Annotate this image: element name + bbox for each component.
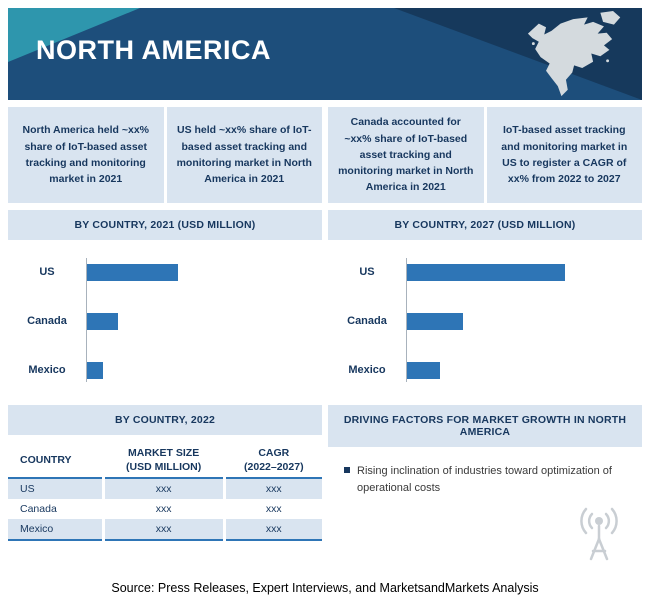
driving-factors-panel: DRIVING FACTORS FOR MARKET GROWTH IN NOR… [328,405,642,563]
table-row: US xxx xxx [8,478,322,500]
table-row: Canada xxx xxx [8,499,322,520]
bar-chart-2027: US Canada Mexico [328,240,642,398]
chart-panel-2027: BY COUNTRY, 2027 (USD MILLION) US Canada… [328,210,642,398]
page-title: NORTH AMERICA [36,35,271,65]
table-row: Mexico xxx xxx [8,519,322,541]
highlight-box-4: IoT-based asset tracking and monitoring … [486,107,642,203]
source-note: Source: Press Releases, Expert Interview… [111,581,539,595]
bar-chart-2021: US Canada Mexico [8,240,322,398]
col-cagr: CAGR (2022–2027) [222,443,322,479]
highlight-text-2: US held ~xx% share of IoT-based asset tr… [176,124,312,186]
list-item: Rising inclination of industries toward … [344,463,626,496]
chart-title-2027: BY COUNTRY, 2027 (USD MILLION) [328,210,642,240]
charts-row: BY COUNTRY, 2021 (USD MILLION) US Canada… [8,210,642,398]
bar-canada-2021 [86,312,119,330]
chart-row-canada: Canada [8,309,306,333]
table-title: BY COUNTRY, 2022 [8,405,322,435]
category-label: Mexico [348,364,386,376]
chart-row-us: US [8,260,306,284]
highlight-box-3: Canada accounted for ~xx% share of IoT-b… [328,107,484,203]
highlights-right: Canada accounted for ~xx% share of IoT-b… [328,107,642,203]
country-table: COUNTRY MARKET SIZE (USD MILLION) CAGR (… [8,443,322,541]
highlight-box-1: North America held ~xx% share of IoT-bas… [8,107,164,203]
header-banner: NORTH AMERICA [8,8,642,100]
bar-mexico-2021 [86,361,104,379]
highlights-left: North America held ~xx% share of IoT-bas… [8,107,322,203]
category-label: US [359,266,375,278]
col-country: COUNTRY [20,454,72,467]
chart-panel-2021: BY COUNTRY, 2021 (USD MILLION) US Canada… [8,210,322,398]
category-label: Canada [347,315,387,327]
category-label: Canada [27,315,67,327]
table-panel: BY COUNTRY, 2022 COUNTRY MARKET SIZE (US… [8,405,322,563]
category-label: US [39,266,55,278]
highlights-row: North America held ~xx% share of IoT-bas… [8,107,642,203]
bar-mexico-2027 [406,361,440,379]
highlight-text-1: North America held ~xx% share of IoT-bas… [22,124,150,186]
highlight-text-3: Canada accounted for ~xx% share of IoT-b… [338,116,474,194]
col-market-size: MARKET SIZE (USD MILLION) [101,443,225,479]
driving-factors-body: Rising inclination of industries toward … [328,447,642,563]
chart-row-canada: Canada [328,309,626,333]
highlight-box-2: US held ~xx% share of IoT-based asset tr… [166,107,322,203]
chart-title-2021: BY COUNTRY, 2021 (USD MILLION) [8,210,322,240]
chart-row-mexico: Mexico [8,358,306,382]
category-label: Mexico [28,364,66,376]
north-america-map-icon [527,11,621,97]
chart-row-mexico: Mexico [328,358,626,382]
driving-factor-text: Rising inclination of industries toward … [357,465,612,494]
bar-canada-2027 [406,312,463,330]
bottom-row: BY COUNTRY, 2022 COUNTRY MARKET SIZE (US… [8,405,642,563]
bullet-square-icon [344,467,350,473]
bar-us-2027 [406,263,565,281]
broadcast-tower-icon [580,507,618,561]
chart-row-us: US [328,260,626,284]
bar-us-2021 [86,263,178,281]
table-header-row: COUNTRY MARKET SIZE (USD MILLION) CAGR (… [8,443,322,479]
driving-factors-title: DRIVING FACTORS FOR MARKET GROWTH IN NOR… [328,405,642,447]
highlight-text-4: IoT-based asset tracking and monitoring … [501,124,628,186]
